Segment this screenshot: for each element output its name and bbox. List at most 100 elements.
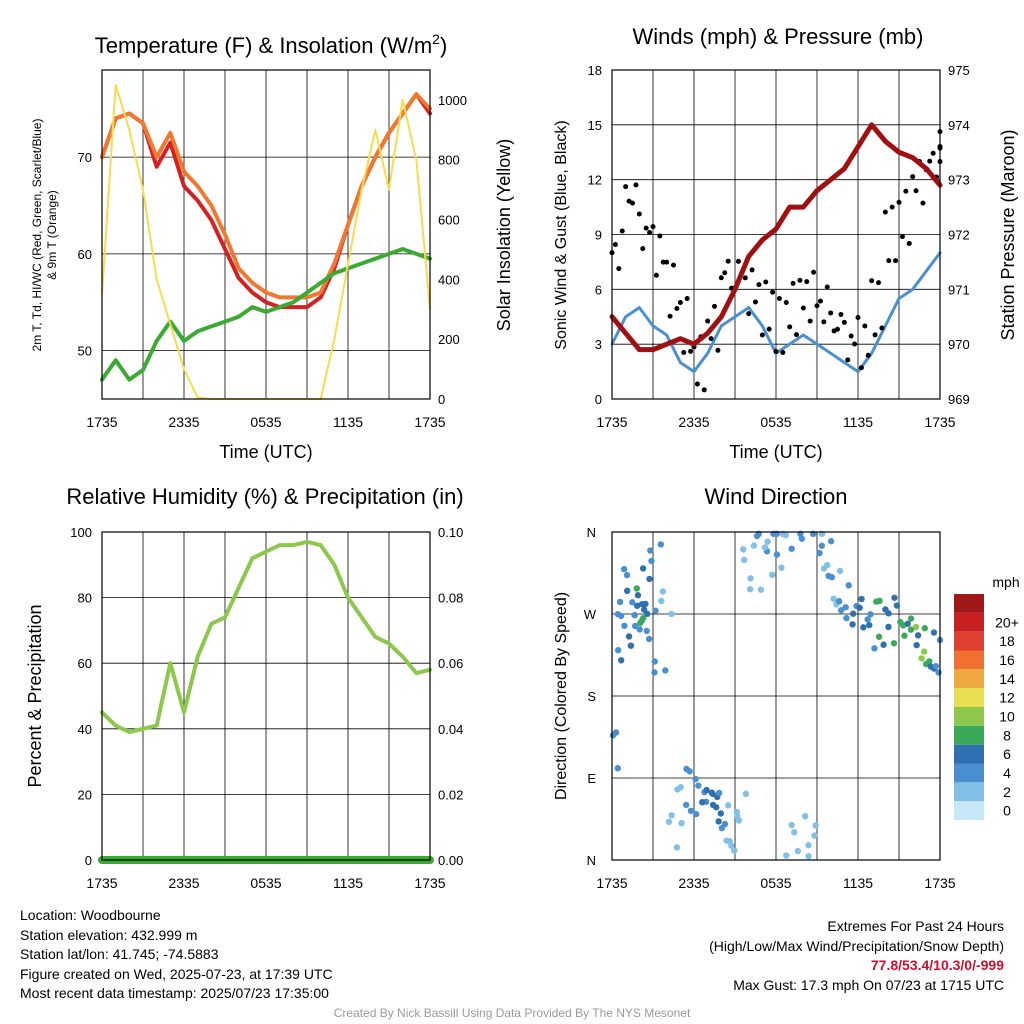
direction-point — [648, 557, 655, 565]
gust-point — [722, 270, 728, 276]
legend-swatch — [954, 763, 984, 783]
gust-point — [903, 188, 909, 194]
y2-tick-label: 0 — [438, 392, 445, 407]
x-tick-label: 1735 — [86, 414, 117, 430]
y-tick-label: N — [587, 525, 596, 540]
plot-frame — [101, 531, 431, 861]
gust-point — [845, 357, 851, 363]
direction-point — [805, 842, 812, 849]
direction-point — [918, 655, 925, 662]
y-tick-label: 70 — [78, 150, 92, 165]
y-tick-label: 6 — [595, 282, 602, 297]
gust-point — [780, 349, 786, 355]
direction-point — [629, 599, 636, 606]
direction-point — [913, 641, 920, 649]
y2-tick-label: 200 — [438, 332, 460, 347]
gust-point — [865, 352, 871, 358]
series-line — [100, 92, 432, 300]
legend-label: 12 — [999, 690, 1015, 706]
direction-point — [627, 642, 635, 649]
gust-point — [688, 348, 694, 354]
direction-point — [930, 629, 938, 636]
direction-point — [651, 669, 658, 676]
direction-point — [843, 614, 850, 622]
gust-point — [889, 204, 895, 210]
direction-point — [828, 574, 836, 581]
direction-point — [625, 633, 633, 640]
chart-title: Winds (mph) & Pressure (mb) — [633, 24, 924, 49]
y2-tick-label: 400 — [438, 272, 460, 287]
gust-point — [742, 275, 748, 281]
direction-point — [636, 626, 643, 633]
legend-label: 20+ — [995, 614, 1019, 630]
direction-point — [731, 847, 738, 854]
direction-point — [687, 807, 695, 814]
direction-point — [682, 801, 690, 809]
direction-point — [668, 610, 675, 618]
y-tick-label: 100 — [70, 525, 92, 540]
direction-point — [761, 544, 769, 551]
series-line — [100, 247, 432, 382]
direction-point — [646, 575, 653, 583]
x-tick-label: 0535 — [760, 414, 791, 430]
y2-tick-label: 1000 — [438, 93, 467, 108]
legend-swatch — [954, 669, 984, 689]
direction-point — [845, 582, 852, 589]
gust-point — [766, 326, 772, 332]
direction-point — [935, 669, 942, 676]
y2-tick-label: 971 — [948, 282, 970, 297]
direction-point — [740, 546, 747, 553]
direction-point — [708, 789, 715, 796]
direction-point — [842, 604, 849, 611]
extremes-subheading: (High/Low/Max Wind/Precipitation/Snow De… — [709, 937, 1004, 954]
gust-point — [858, 365, 864, 371]
x-tick-label: 1735 — [924, 414, 955, 430]
gust-point — [681, 350, 687, 356]
humidity-line — [100, 539, 432, 735]
direction-point — [735, 817, 743, 824]
direction-point — [715, 789, 723, 797]
direction-point — [640, 614, 647, 622]
gust-point — [852, 341, 858, 347]
y-tick-label: 9 — [595, 228, 602, 243]
direction-point — [621, 622, 628, 629]
gust-point — [790, 280, 796, 286]
gust-point — [906, 240, 912, 246]
direction-point — [713, 804, 720, 811]
y2-tick-label: 0.02 — [438, 787, 463, 802]
gust-point — [759, 332, 765, 338]
x-tick-label: 2335 — [678, 414, 709, 430]
legend-label: 10 — [999, 708, 1015, 724]
direction-point — [850, 610, 857, 617]
gust-point — [876, 280, 881, 286]
direction-point — [750, 542, 758, 549]
y2-tick-label: 972 — [948, 228, 970, 243]
direction-point — [805, 853, 812, 860]
gust-point — [776, 296, 782, 302]
y-tick-label: N — [587, 853, 596, 868]
gust-point — [800, 305, 806, 311]
direction-point — [907, 626, 915, 633]
gust-point — [910, 174, 916, 180]
chart-winds: Winds (mph) & Pressure (mb) 1735 2335 0535 1… — [553, 24, 1018, 462]
direction-point — [620, 565, 628, 573]
direction-point — [798, 535, 806, 542]
direction-point — [873, 598, 880, 605]
gust-point — [630, 200, 635, 206]
station-latlon: Station lat/lon: 41.745; -74.5883 — [20, 946, 219, 962]
y-tick-label: 60 — [78, 247, 92, 262]
direction-point — [637, 619, 644, 627]
x-tick-label: 1135 — [333, 414, 363, 430]
direction-point — [827, 538, 835, 545]
gust-point — [756, 282, 762, 288]
direction-point — [835, 598, 843, 605]
direction-point — [725, 802, 732, 809]
y-axis-label-line2: & 9m T (Orange) — [45, 190, 59, 280]
direction-point — [830, 595, 837, 602]
direction-point — [747, 575, 754, 582]
direction-point — [871, 645, 878, 652]
gust-point — [838, 311, 844, 317]
y2-tick-label: 970 — [948, 337, 970, 352]
plot-frame — [101, 69, 431, 400]
